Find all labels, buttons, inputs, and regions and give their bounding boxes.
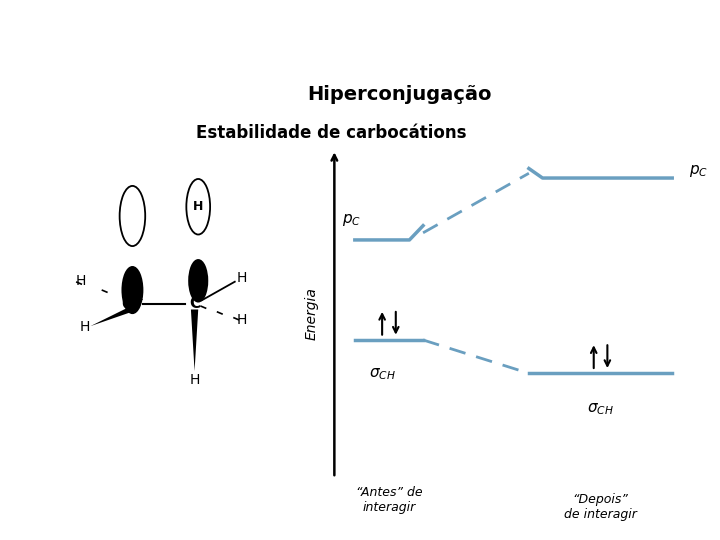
Text: H: H (80, 320, 90, 334)
Text: Energia: Energia (305, 287, 319, 340)
Text: Deslocalização eletrônica: Deslocalização eletrônica (171, 18, 549, 46)
Text: “Antes” de
interagir: “Antes” de interagir (356, 485, 422, 514)
Ellipse shape (122, 267, 143, 313)
Text: H: H (193, 200, 204, 213)
Text: H: H (76, 274, 86, 288)
Text: “Depois”
de interagir: “Depois” de interagir (564, 492, 637, 521)
Text: $p_C$: $p_C$ (342, 212, 361, 228)
Text: H: H (237, 313, 247, 327)
Text: QFL0341 — Estrutura e Propriedades de Compostos Orgânicos: QFL0341 — Estrutura e Propriedades de Co… (14, 182, 23, 422)
Polygon shape (91, 306, 130, 326)
Ellipse shape (189, 260, 207, 302)
Text: H: H (237, 272, 247, 286)
Polygon shape (191, 309, 198, 371)
Ellipse shape (120, 186, 145, 246)
Text: $\sigma_{CH}$: $\sigma_{CH}$ (369, 367, 395, 382)
Text: Hiperconjugação: Hiperconjugação (307, 85, 492, 104)
Text: $p_C$: $p_C$ (689, 163, 708, 179)
Text: $\sigma_{CH}$: $\sigma_{CH}$ (587, 401, 614, 417)
Ellipse shape (186, 179, 210, 234)
Text: C: C (189, 296, 200, 312)
Text: Estabilidade de carbocátions: Estabilidade de carbocátions (196, 124, 466, 142)
Text: H: H (189, 373, 199, 387)
Text: C$^+$: C$^+$ (121, 295, 144, 313)
Polygon shape (20, 11, 35, 52)
